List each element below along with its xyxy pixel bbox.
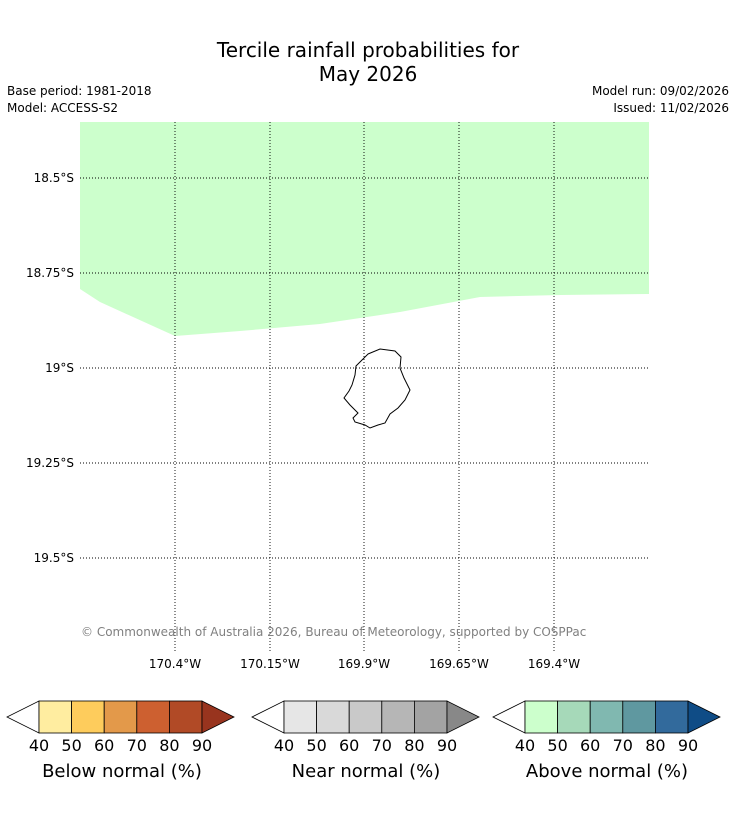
colorbar-above-segment-3 (622, 700, 656, 734)
colorbar-above-segment-4 (654, 700, 689, 734)
colorbar-below-segment-3 (136, 700, 170, 734)
lon-label-170-15: 170.15°W (240, 657, 300, 671)
colorbar-near-tick-90: 90 (436, 736, 458, 755)
colorbar-above-extend-high (687, 700, 721, 734)
island-coastline (343, 348, 411, 429)
colorbar-below-tick-80: 80 (159, 736, 180, 755)
lon-label-169-9: 169.9°W (337, 657, 391, 671)
colorbar-above-segment-1 (557, 700, 591, 734)
colorbar-above-extend-low (492, 700, 526, 734)
model-name: Model: ACCESS-S2 (7, 101, 119, 115)
colorbar-below-tick-50: 50 (61, 736, 82, 755)
lat-label-18-5: 18.5°S (33, 171, 74, 185)
colorbar-above-segment-2 (589, 700, 624, 734)
colorbar-below-tick-40: 40 (28, 736, 50, 755)
lon-label-169-4: 169.4°W (527, 657, 581, 671)
colorbar-above-segment-0 (524, 700, 558, 734)
colorbar-near-tick-70: 70 (371, 736, 392, 755)
lat-label-19-25: 19.25°S (26, 456, 74, 470)
colorbar-near-segment-1 (316, 700, 350, 734)
colorbar-above-tick-40: 40 (514, 736, 536, 755)
copyright-notice: © Commonwealth of Australia 2026, Bureau… (81, 625, 587, 639)
meta-left: Base period: 1981-2018 Model: ACCESS-S2 (7, 83, 152, 117)
colorbar-near-extend-high (446, 700, 480, 734)
colorbar-above-tick-50: 50 (547, 736, 568, 755)
lat-label-19: 19°S (45, 361, 74, 375)
colorbar-near-tick-80: 80 (404, 736, 425, 755)
colorbar-below-segment-0 (38, 700, 72, 734)
map-title: Tercile rainfall probabilities for May 2… (0, 38, 736, 86)
colorbar-below-segment-1 (71, 700, 105, 734)
title-line-1: Tercile rainfall probabilities for (216, 38, 520, 62)
colorbar-below-tick-90: 90 (191, 736, 213, 755)
base-period: Base period: 1981-2018 (7, 84, 152, 98)
colorbar-near-title: Near normal (%) (291, 761, 441, 782)
colorbar-near-tick-40: 40 (273, 736, 295, 755)
above-normal-shaded-region (80, 122, 649, 336)
colorbar-near-extend-low (251, 700, 285, 734)
colorbar-near-tick-60: 60 (339, 736, 360, 755)
colorbar-below-tick-60: 60 (94, 736, 115, 755)
colorbar-below-extend-high (201, 700, 235, 734)
colorbar-near-segment-3 (381, 700, 415, 734)
issued-date: Issued: 11/02/2026 (613, 101, 729, 115)
colorbar-below-extend-low (6, 700, 40, 734)
colorbar-above-tick-80: 80 (645, 736, 666, 755)
title-line-2: May 2026 (318, 62, 418, 86)
colorbar-near-segment-4 (413, 700, 448, 734)
colorbar-near-segment-2 (348, 700, 383, 734)
colorbar-below-segment-4 (168, 700, 203, 734)
colorbar-above-title: Above normal (%) (525, 761, 689, 782)
colorbar-above (492, 700, 721, 734)
lat-label-18-75: 18.75°S (26, 266, 74, 280)
model-run: Model run: 09/02/2026 (591, 84, 729, 98)
colorbar-below (6, 700, 235, 734)
lat-label-19-5: 19.5°S (33, 551, 74, 565)
lon-label-169-65: 169.65°W (429, 657, 489, 671)
lon-label-170-4: 170.4°W (148, 657, 202, 671)
meta-right: Model run: 09/02/2026 Issued: 11/02/2026 (592, 83, 729, 117)
colorbar-above-tick-60: 60 (580, 736, 601, 755)
colorbar-below-segment-2 (103, 700, 138, 734)
colorbar-near-segment-0 (283, 700, 317, 734)
colorbar-below-title: Below normal (%) (42, 761, 202, 782)
colorbar-above-tick-70: 70 (612, 736, 633, 755)
colorbar-below-tick-70: 70 (126, 736, 147, 755)
colorbar-near (251, 700, 480, 734)
gridlines (80, 122, 649, 652)
colorbar-near-tick-50: 50 (306, 736, 327, 755)
colorbar-above-tick-90: 90 (677, 736, 699, 755)
